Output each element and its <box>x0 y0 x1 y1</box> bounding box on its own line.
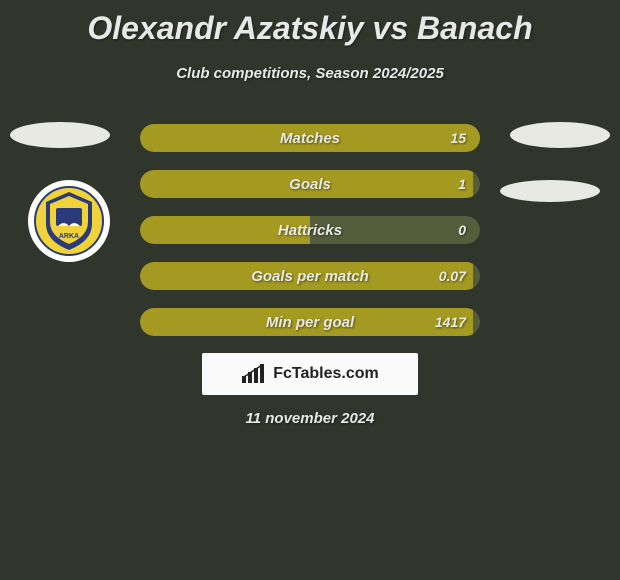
stat-bar: Matches15 <box>140 124 480 152</box>
stat-bar-label: Goals per match <box>140 262 480 290</box>
page-title: Olexandr Azatskiy vs Banach <box>0 0 620 47</box>
stat-bar-label: Hattricks <box>140 216 480 244</box>
stat-bar: Goals1 <box>140 170 480 198</box>
player-right-avatar <box>510 122 610 148</box>
stat-bar-label: Min per goal <box>140 308 480 336</box>
stat-bar-value: 1417 <box>435 308 466 336</box>
stat-bar: Min per goal1417 <box>140 308 480 336</box>
stat-bar-label: Goals <box>140 170 480 198</box>
branding-text: FcTables.com <box>273 365 379 383</box>
stat-bar-value: 0.07 <box>439 262 466 290</box>
stat-bar: Goals per match0.07 <box>140 262 480 290</box>
stats-bars: Matches15 Goals1 Hattricks0 Goals per match… <box>140 124 480 354</box>
svg-text:ARKA: ARKA <box>59 233 79 240</box>
chart-icon <box>241 364 267 384</box>
stat-bar-label: Matches <box>140 124 480 152</box>
stat-bar-value: 15 <box>450 124 466 152</box>
club-left-logo: ARKA <box>28 180 110 262</box>
stat-bar-value: 0 <box>458 216 466 244</box>
branding-badge[interactable]: FcTables.com <box>202 353 418 395</box>
stat-bar: Hattricks0 <box>140 216 480 244</box>
page-subtitle: Club competitions, Season 2024/2025 <box>0 65 620 82</box>
date-text: 11 november 2024 <box>0 410 620 427</box>
player-left-avatar <box>10 122 110 148</box>
arka-shield-icon: ARKA <box>34 186 104 256</box>
club-right-placeholder <box>500 180 600 202</box>
stat-bar-value: 1 <box>458 170 466 198</box>
